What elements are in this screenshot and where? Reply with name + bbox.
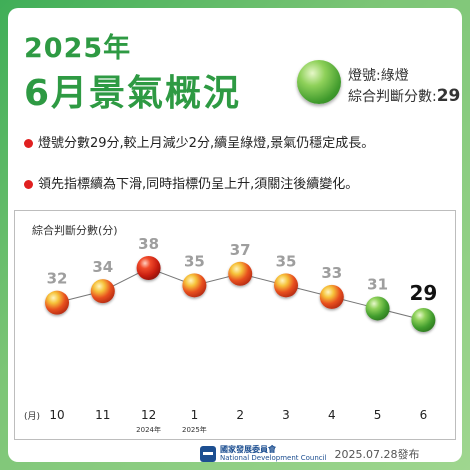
data-label-10: 32 — [47, 270, 68, 288]
x-tick-label-2: 2 — [236, 408, 244, 422]
bullet-dot-icon — [24, 139, 33, 148]
data-point-2 — [228, 261, 253, 286]
infographic-card: 2025年 6月景氣概況 燈號:綠燈 綜合判斷分數:29 燈號分數29分,較上月… — [8, 8, 462, 462]
data-point-5 — [365, 296, 390, 321]
publish-date: 2025.07.28發布 — [334, 448, 420, 461]
bullet-text-2: 領先指標續為下滑,同時指標仍呈上升,須關注後續變化。 — [38, 177, 359, 192]
bullet-dot-icon — [24, 180, 33, 189]
signal-summary: 燈號:綠燈 綜合判斷分數:29 — [348, 66, 460, 107]
x-tick-sublabel-1: 2025年 — [182, 425, 207, 434]
data-point-6 — [411, 308, 436, 332]
org-name-zh: 國家發展委員會 — [220, 445, 276, 454]
data-point-3 — [274, 273, 298, 298]
score-line: 綜合判斷分數:29 — [348, 86, 460, 107]
year-heading: 2025年 — [24, 33, 132, 64]
org-name-en: National Development Council — [220, 454, 327, 462]
x-tick-sublabel-12: 2024年 — [136, 425, 161, 434]
data-point-11 — [90, 279, 115, 304]
data-label-4: 33 — [321, 264, 342, 282]
x-tick-label-11: 11 — [95, 408, 110, 422]
footer: 國家發展委員會 National Development Council 202… — [200, 445, 420, 462]
data-point-1 — [182, 273, 207, 298]
x-tick-label-4: 4 — [328, 408, 336, 422]
bullet-item-1: 燈號分數29分,較上月減少2分,續呈綠燈,景氣仍穩定成長。 — [24, 132, 374, 151]
data-label-1: 35 — [184, 252, 205, 270]
score-value: 29 — [436, 86, 461, 106]
data-label-2: 37 — [230, 241, 251, 259]
data-point-10 — [45, 290, 69, 315]
bullet-item-2: 領先指標續為下滑,同時指標仍呈上升,須關注後續變化。 — [24, 173, 358, 192]
org-name: 國家發展委員會 National Development Council — [220, 445, 327, 463]
x-tick-label-5: 5 — [374, 408, 382, 422]
signal-label: 燈號:綠燈 — [348, 68, 409, 84]
chart-frame — [14, 210, 456, 440]
score-label: 綜合判斷分數: — [348, 89, 437, 105]
score-line-chart: 3210341138122024年3512025年372353334315296… — [24, 235, 437, 434]
x-tick-label-12: 12 — [141, 408, 156, 422]
x-axis-label: (月) — [24, 411, 40, 422]
x-tick-label-3: 3 — [282, 408, 290, 422]
green-signal-light-icon — [297, 60, 341, 104]
x-tick-label-1: 1 — [191, 408, 199, 422]
ndc-logo-icon — [200, 446, 216, 462]
data-label-11: 34 — [92, 258, 113, 276]
x-tick-label-10: 10 — [49, 408, 64, 422]
data-label-12: 38 — [138, 235, 159, 253]
data-label-3: 35 — [276, 252, 297, 270]
data-point-4 — [319, 284, 344, 309]
y-axis-label: 綜合判斷分數(分) — [32, 224, 118, 237]
page-title: 6月景氣概況 — [24, 73, 242, 114]
data-label-5: 31 — [367, 275, 388, 293]
x-tick-label-6: 6 — [420, 408, 428, 422]
bullet-text-1: 燈號分數29分,較上月減少2分,續呈綠燈,景氣仍穩定成長。 — [38, 136, 375, 151]
data-label-6: 29 — [409, 281, 437, 305]
data-point-12 — [136, 256, 161, 280]
